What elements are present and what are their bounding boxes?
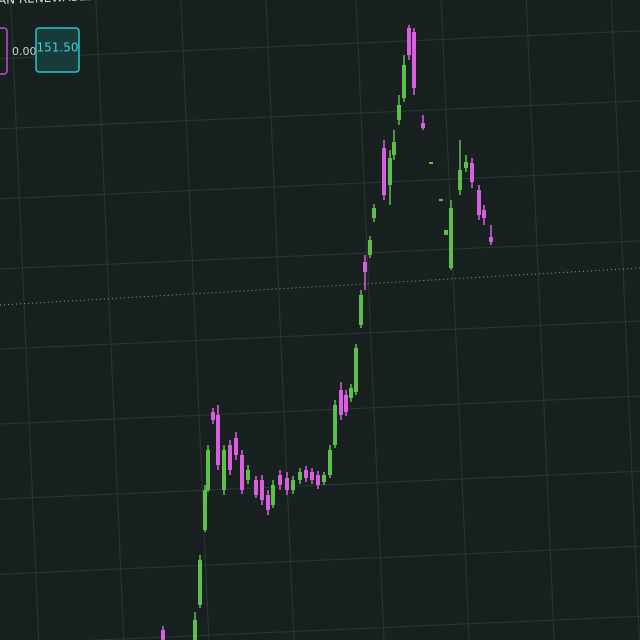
candle <box>412 28 416 95</box>
candle <box>260 475 264 505</box>
candle <box>444 230 448 235</box>
candle <box>363 255 367 290</box>
buy-button[interactable] <box>35 27 80 73</box>
grid-line <box>0 237 640 272</box>
candle <box>397 95 401 125</box>
candle <box>228 440 232 475</box>
candle <box>322 472 326 485</box>
candle <box>449 200 453 270</box>
candle <box>203 485 207 532</box>
grid-line <box>0 542 640 576</box>
candle <box>161 626 165 640</box>
grid-line <box>608 0 640 640</box>
grid-line <box>9 0 43 640</box>
grid-line <box>178 0 213 640</box>
candle <box>298 468 302 484</box>
candle <box>344 390 348 416</box>
candle <box>211 408 215 424</box>
candle <box>333 400 337 448</box>
grid-line <box>263 0 298 640</box>
sell-button[interactable] <box>0 27 8 75</box>
grid-line <box>353 0 388 640</box>
grid-line <box>0 317 640 352</box>
candle <box>222 445 226 495</box>
grid-line <box>0 168 640 202</box>
candle <box>359 290 363 328</box>
candle <box>349 384 353 402</box>
candle <box>429 162 433 164</box>
candle <box>198 555 202 608</box>
grid-line <box>438 0 472 640</box>
candle <box>464 155 468 172</box>
candle <box>372 204 376 222</box>
candle <box>206 445 210 492</box>
candle <box>354 344 358 395</box>
candle <box>407 25 411 60</box>
candle <box>458 140 462 195</box>
candle <box>310 468 314 484</box>
candle <box>246 465 250 484</box>
candle <box>388 150 392 205</box>
candle <box>439 199 443 201</box>
candle <box>254 476 258 498</box>
candle <box>285 472 289 495</box>
candle <box>271 480 275 508</box>
price-value: 151.50 <box>37 41 79 55</box>
candle <box>470 158 474 188</box>
candle <box>291 476 295 494</box>
candle <box>216 405 220 470</box>
candle <box>402 55 406 102</box>
candle <box>382 140 386 200</box>
candle <box>193 612 197 640</box>
price-line <box>0 267 640 306</box>
candle <box>328 445 332 478</box>
candle <box>278 470 282 490</box>
candle <box>368 236 372 258</box>
candle <box>489 225 493 245</box>
change-value: 0.00 <box>12 45 37 58</box>
candle <box>421 115 425 130</box>
candle <box>477 185 481 220</box>
candle <box>339 382 343 420</box>
candle <box>316 471 320 489</box>
candle <box>234 432 238 460</box>
candle <box>266 490 270 515</box>
grid-line <box>523 0 557 640</box>
candle <box>482 205 486 225</box>
candle <box>392 130 396 160</box>
candle <box>304 466 308 482</box>
grid-line <box>0 98 640 132</box>
grid-line <box>93 0 128 640</box>
candle <box>240 450 244 494</box>
grid-line <box>0 467 640 502</box>
grid-line <box>0 612 640 640</box>
candles <box>161 25 493 640</box>
